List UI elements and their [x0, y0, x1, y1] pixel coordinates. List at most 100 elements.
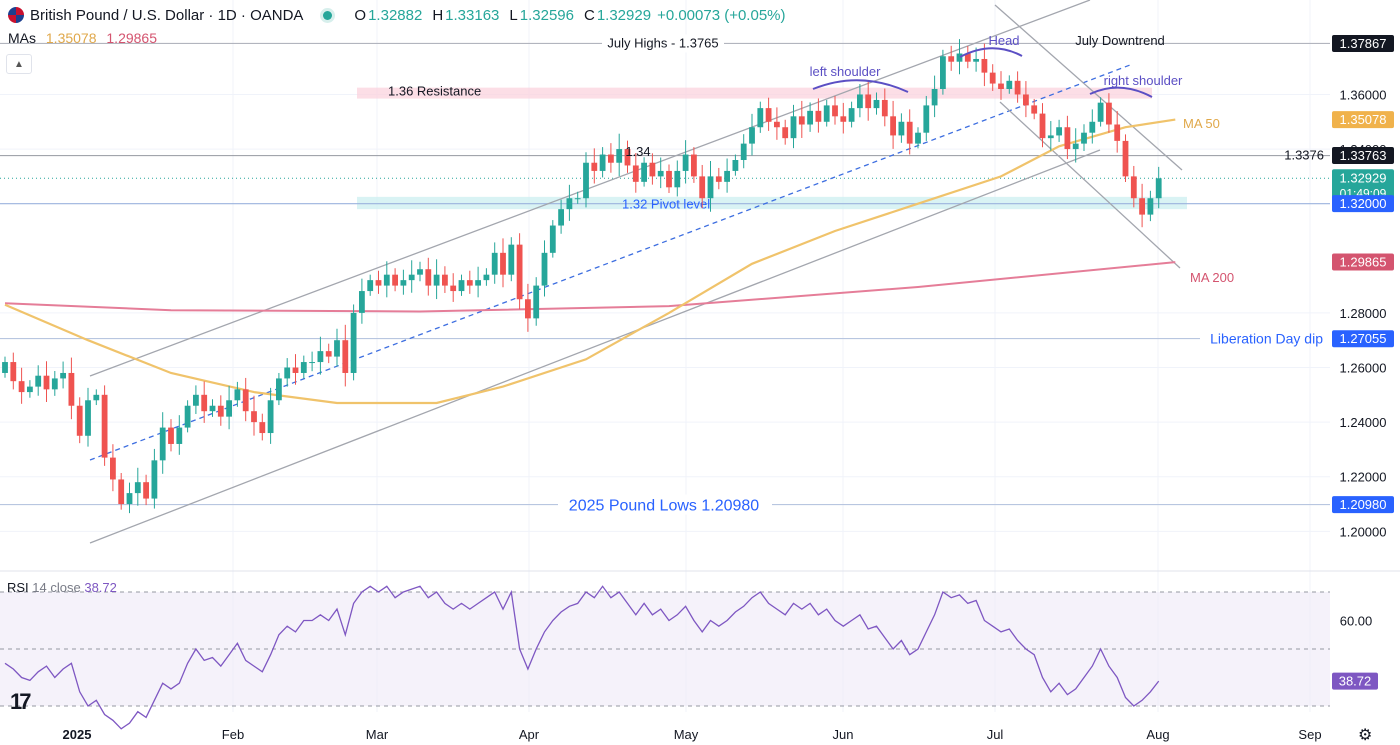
candle: [608, 154, 614, 163]
price-tag: [1332, 195, 1394, 213]
july-downtrend-label: July Downtrend: [1075, 33, 1165, 48]
high-label: H: [432, 6, 444, 24]
candle: [641, 162, 647, 182]
candle: [193, 394, 199, 406]
candle: [226, 400, 232, 417]
symbol-title[interactable]: British Pound / U.S. Dollar · 1D · OANDA: [30, 6, 304, 24]
candle: [1147, 198, 1154, 215]
candle: [591, 162, 598, 171]
left-shoulder-arc: [812, 79, 909, 93]
price-tag: [1332, 111, 1394, 129]
candle: [442, 274, 448, 286]
candle: [1155, 178, 1162, 199]
time-tick-label: Feb: [222, 727, 244, 742]
candle: [1014, 80, 1021, 95]
candle: [10, 362, 17, 382]
price-tick-label: 1.24000: [1340, 415, 1387, 430]
pivot-label: 1.32 Pivot level: [622, 197, 710, 212]
candle: [491, 252, 498, 275]
low-value: 1.32596: [519, 6, 574, 24]
candle: [823, 105, 830, 122]
price-tag-label: 1.35078: [1340, 112, 1387, 127]
candle: [184, 405, 191, 428]
candle: [118, 479, 125, 505]
price-tag-label: 1.33763: [1340, 148, 1387, 163]
price-tag-label: 1.29865: [1340, 254, 1387, 269]
candle: [906, 121, 913, 144]
candle: [1056, 127, 1062, 136]
close-label: C: [583, 6, 595, 24]
pound-lows-label: 2025 Pound Lows 1.20980: [569, 498, 759, 515]
candle: [168, 427, 174, 444]
candle: [931, 89, 938, 106]
price-tag: [1332, 147, 1394, 165]
rsi-legend-label: RSI: [7, 580, 29, 595]
candle: [259, 422, 266, 434]
time-tick-label: Apr: [519, 727, 540, 742]
candle: [749, 127, 755, 144]
candle: [309, 362, 315, 364]
liberation-day-label: Liberation Day dip: [1210, 331, 1323, 347]
candle: [68, 372, 75, 406]
settings-gear-icon[interactable]: ⚙: [1358, 727, 1373, 744]
candle: [715, 176, 722, 182]
price-tick-label: 1.26000: [1340, 361, 1387, 376]
candle: [60, 372, 66, 379]
rsi-legend[interactable]: RSI 14 close 38.72: [7, 580, 117, 595]
price-tag-label: 1.37867: [1340, 36, 1387, 51]
candle: [881, 99, 888, 117]
downtrend-lower-line: [999, 101, 1181, 269]
candle: [251, 411, 257, 423]
candle: [425, 269, 432, 286]
time-tick-label: Mar: [366, 727, 389, 742]
ma200-line: [4, 261, 1176, 313]
price-tag: [1332, 330, 1394, 348]
price-tag: [1332, 496, 1394, 514]
candle: [865, 94, 872, 109]
open-label: O: [354, 6, 367, 24]
candle: [508, 244, 515, 275]
ma200-legend-value: 1.29865: [106, 30, 157, 46]
candle: [18, 381, 25, 393]
candle: [549, 225, 556, 253]
candle: [234, 389, 241, 401]
candle: [923, 105, 930, 133]
ma-legend[interactable]: MAs 1.35078 1.29865: [8, 30, 157, 46]
july-highs-label-bg: [602, 34, 724, 53]
candle: [848, 108, 855, 122]
time-tick-label: Jun: [833, 727, 854, 742]
ma50-line: [4, 118, 1176, 405]
candle: [35, 375, 42, 387]
gbp-usd-flag-icon: [8, 7, 24, 23]
candle: [1081, 132, 1087, 144]
candle: [317, 351, 324, 363]
candle: [915, 132, 921, 144]
open-value: 1.32882: [368, 6, 423, 24]
rsi-legend-value: 38.72: [84, 580, 117, 595]
right-shoulder-label: right shoulder: [1104, 73, 1183, 88]
collapse-legend-button[interactable]: ▲: [6, 54, 32, 74]
candle: [815, 110, 822, 122]
candle: [143, 482, 149, 499]
candle: [533, 285, 540, 319]
candle: [583, 162, 589, 199]
tradingview-logo-icon[interactable]: 17: [10, 689, 32, 714]
candle: [1130, 176, 1137, 199]
chevron-up-icon: ▲: [14, 58, 24, 70]
candle: [840, 116, 847, 122]
ma50-legend-value: 1.35078: [45, 30, 97, 46]
july-highs-label: July Highs - 1.3765: [607, 35, 718, 50]
rsi-value-tag: [1332, 672, 1378, 690]
time-tick-label: Sep: [1298, 727, 1321, 742]
pound-lows-label-bg: [558, 494, 772, 515]
candle: [1106, 102, 1112, 125]
candle: [475, 280, 481, 286]
candle: [1072, 143, 1079, 150]
candle: [525, 299, 531, 319]
candle: [1139, 198, 1145, 215]
candle: [624, 149, 631, 166]
candle: [682, 154, 689, 171]
resistance-zone-label: 1.36 Resistance: [388, 84, 481, 99]
price-tag-label: 1.32929: [1340, 170, 1387, 185]
